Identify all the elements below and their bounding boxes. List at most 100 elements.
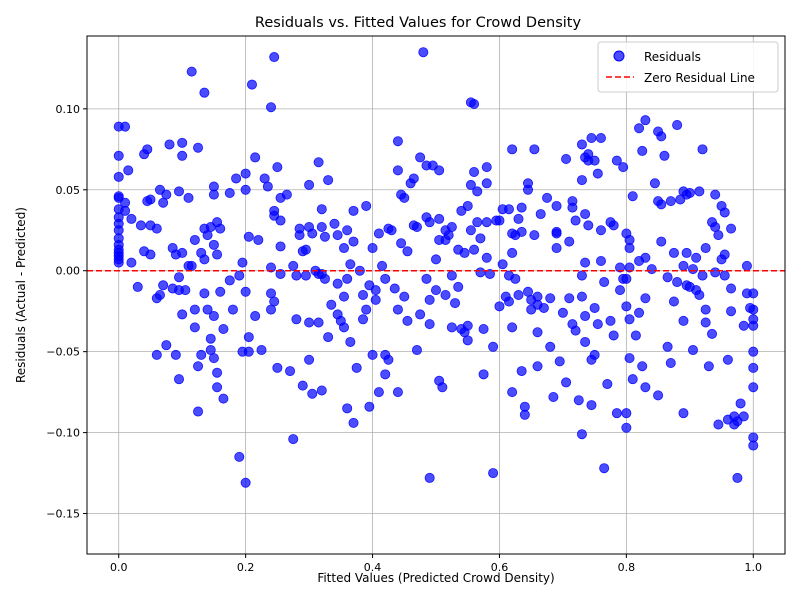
- residual-point: [592, 168, 603, 179]
- residual-point: [713, 419, 724, 430]
- residual-point: [231, 173, 242, 184]
- residual-point: [272, 362, 283, 373]
- residual-point: [389, 283, 400, 294]
- residual-point: [627, 191, 638, 202]
- residual-point: [576, 291, 587, 302]
- plot-frame: [86, 35, 786, 555]
- residual-point: [275, 215, 286, 226]
- residual-point: [424, 217, 435, 228]
- residual-point: [748, 346, 759, 357]
- residual-point: [634, 123, 645, 134]
- legend-residuals-marker: [613, 50, 625, 62]
- residual-point: [338, 291, 349, 302]
- residual-point: [358, 289, 369, 300]
- residual-point: [678, 260, 689, 271]
- residual-point: [700, 243, 711, 254]
- residual-point: [215, 223, 226, 234]
- residual-point: [193, 406, 204, 417]
- residual-point: [732, 472, 743, 483]
- residual-point: [434, 213, 445, 224]
- x-tick-label: 0.4: [364, 561, 382, 574]
- chart-title: Residuals vs. Fitted Values for Crowd De…: [255, 15, 582, 31]
- residual-point: [621, 273, 632, 284]
- residual-point: [189, 322, 200, 333]
- legend-box: [597, 41, 779, 93]
- residual-point: [364, 401, 375, 412]
- residual-point: [208, 353, 219, 364]
- residual-point: [193, 142, 204, 153]
- residual-point: [408, 173, 419, 184]
- residual-point: [170, 349, 181, 360]
- residual-point: [462, 200, 473, 211]
- residual-point: [256, 345, 267, 356]
- residual-point: [681, 247, 692, 258]
- residual-point: [224, 275, 235, 286]
- residual-point: [186, 66, 197, 77]
- residual-point: [281, 189, 292, 200]
- residual-point: [288, 260, 299, 271]
- residual-point: [513, 289, 524, 300]
- residual-point: [424, 294, 435, 305]
- residual-point: [288, 434, 299, 445]
- residual-point: [300, 270, 311, 281]
- residual-point: [595, 225, 606, 236]
- residual-point: [272, 162, 283, 173]
- residual-point: [430, 285, 441, 296]
- residual-point: [326, 299, 337, 310]
- residual-point: [304, 317, 315, 328]
- residual-point: [494, 215, 505, 226]
- residual-point: [338, 243, 349, 254]
- residual-point: [304, 354, 315, 365]
- residual-point: [551, 243, 562, 254]
- residual-point: [523, 178, 534, 189]
- residual-point: [481, 178, 492, 189]
- residual-point: [373, 387, 384, 398]
- residual-point: [700, 317, 711, 328]
- residual-point: [329, 218, 340, 229]
- residual-point: [332, 278, 343, 289]
- residual-point: [342, 273, 353, 284]
- residual-point: [262, 181, 273, 192]
- residual-point: [285, 366, 296, 377]
- residual-point: [507, 144, 518, 155]
- residual-point: [738, 411, 749, 422]
- residual-point: [180, 285, 191, 296]
- residual-point: [208, 239, 219, 250]
- residual-point: [377, 260, 388, 271]
- residual-point: [580, 209, 591, 220]
- y-tick-label: −0.15: [46, 508, 80, 521]
- residual-point: [580, 336, 591, 347]
- residual-point: [243, 332, 254, 343]
- residual-point: [637, 361, 648, 372]
- residual-point: [269, 52, 280, 63]
- residual-point: [573, 395, 584, 406]
- residual-point: [351, 362, 362, 373]
- residual-point: [726, 223, 737, 234]
- residual-point: [437, 382, 448, 393]
- residual-point: [516, 202, 527, 213]
- residual-point: [738, 320, 749, 331]
- residual-point: [748, 320, 759, 331]
- residual-point: [135, 220, 146, 231]
- residual-point: [145, 194, 156, 205]
- residual-point: [446, 222, 457, 233]
- residual-point: [662, 341, 673, 352]
- residual-point: [548, 391, 559, 402]
- residual-point: [380, 273, 391, 284]
- residual-point: [453, 281, 464, 292]
- residual-point: [246, 79, 257, 90]
- residual-point: [266, 262, 277, 273]
- residual-point: [275, 268, 286, 279]
- residual-point: [174, 374, 185, 385]
- residual-point: [532, 327, 543, 338]
- residual-point: [291, 314, 302, 325]
- residual-point: [472, 186, 483, 197]
- residual-point: [430, 254, 441, 265]
- residual-point: [570, 325, 581, 336]
- residual-point: [503, 204, 514, 215]
- residual-point: [418, 47, 429, 58]
- residual-point: [691, 252, 702, 263]
- residual-point: [497, 259, 508, 270]
- residual-point: [177, 309, 188, 320]
